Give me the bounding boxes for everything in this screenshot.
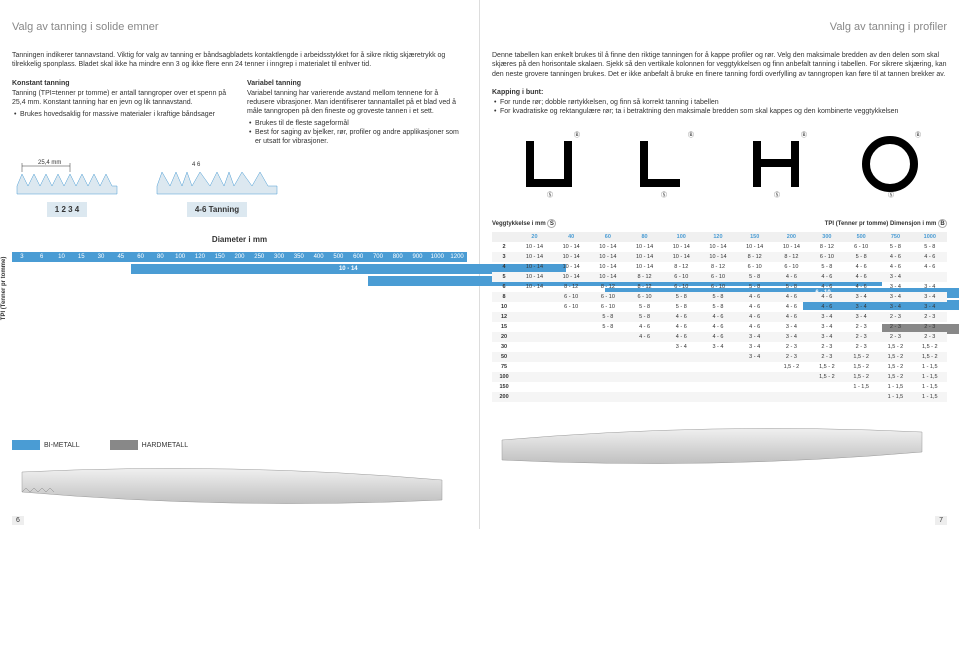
tpi-chart: TPI (Tenner pr tomme) 10 - 143 - 48 - 12… — [12, 264, 467, 434]
konstant-nums: 1 2 3 4 — [47, 202, 87, 217]
svg-text:Ⓑ: Ⓑ — [915, 131, 921, 139]
svg-text:Ⓢ: Ⓢ — [661, 191, 667, 199]
konstant-text: Tanning (TPI=tenner pr tomme) er antall … — [12, 89, 232, 107]
blade-illustration-right — [492, 422, 947, 474]
konstant-heading: Konstant tanning — [12, 80, 232, 87]
svg-text:25,4 mm: 25,4 mm — [38, 160, 61, 166]
right-title: Valg av tanning i profiler — [492, 21, 947, 33]
tbl-title-right: TPI (Tenner pr tomme) Dimensjon i mm B — [825, 219, 947, 228]
right-intro: Denne tabellen kan enkelt brukes til å f… — [492, 51, 947, 79]
variabel-heading: Variabel tanning — [247, 80, 467, 87]
svg-text:Ⓢ: Ⓢ — [547, 191, 553, 199]
svg-text:Ⓑ: Ⓑ — [801, 131, 807, 139]
tpi-table: 204060801001201502003005007501000 210 - … — [492, 232, 947, 402]
ylabel: TPI (Tenner pr tomme) — [1, 257, 7, 321]
left-pagenum: 6 — [12, 516, 24, 525]
svg-text:Ⓑ: Ⓑ — [688, 131, 694, 139]
kapp-bullet2: For kvadratiske og rektangulære rør; ta … — [500, 107, 947, 116]
variabel-bullet2: Best for saging av bjelker, rør, profile… — [255, 128, 467, 146]
kapping-heading: Kapping i bunt: — [492, 89, 947, 96]
svg-text:Ⓢ: Ⓢ — [774, 191, 780, 199]
variabel-diagram: 4 6 4-6 Tanning — [152, 158, 282, 217]
right-pagenum: 7 — [935, 516, 947, 525]
legend-bimetall: BI-METALL — [12, 440, 80, 450]
variabel-bullet1: Brukes til de fleste sageformål — [255, 119, 467, 128]
diameter-header: 3610153045608010012015020025030035040050… — [12, 252, 467, 262]
konstant-bullet: Brukes hovedsaklig for massive materiale… — [20, 110, 232, 119]
chart-title: Diameter i mm — [12, 235, 467, 244]
left-title: Valg av tanning i solide emner — [12, 21, 467, 33]
legend-hardmetall: HARDMETALL — [110, 440, 189, 450]
svg-text:4 6: 4 6 — [192, 162, 201, 168]
svg-text:Ⓑ: Ⓑ — [574, 131, 580, 139]
konstant-diagram: 25,4 mm 1 2 3 4 — [12, 158, 122, 217]
profile-shapes: Ⓑ Ⓢ Ⓑ Ⓢ Ⓑ Ⓢ Ⓑ Ⓢ — [492, 129, 947, 199]
variabel-label: 4-6 Tanning — [187, 202, 247, 217]
variabel-text: Variabel tanning har varierende avstand … — [247, 89, 467, 116]
kapp-bullet1: For runde rør; dobble rørtykkelsen, og f… — [500, 98, 947, 107]
tbl-title-left: Veggtykkelse i mm S — [492, 219, 556, 228]
blade-illustration — [12, 462, 467, 514]
svg-text:Ⓢ: Ⓢ — [888, 191, 894, 199]
left-intro: Tanningen indikerer tannavstand. Viktig … — [12, 51, 467, 70]
